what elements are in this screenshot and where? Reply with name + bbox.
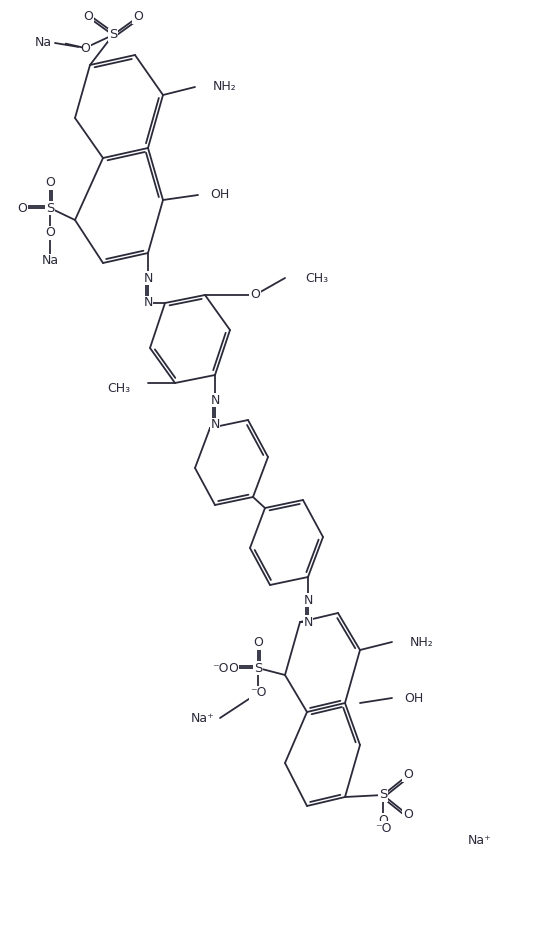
Text: N: N xyxy=(303,616,312,629)
Text: O: O xyxy=(228,661,238,674)
Text: Na⁺: Na⁺ xyxy=(468,833,492,846)
Text: O: O xyxy=(403,808,413,822)
Text: Na: Na xyxy=(41,255,58,268)
Text: N: N xyxy=(210,393,220,407)
Text: O: O xyxy=(17,201,27,215)
Text: ⁻O: ⁻O xyxy=(212,661,229,674)
Text: O: O xyxy=(45,177,55,189)
Text: O: O xyxy=(80,42,90,54)
Text: ⁻O: ⁻O xyxy=(375,822,391,834)
Text: N: N xyxy=(210,419,220,431)
Text: OH: OH xyxy=(210,188,229,201)
Text: NH₂: NH₂ xyxy=(410,636,434,649)
Text: O: O xyxy=(83,10,93,24)
Text: NH₂: NH₂ xyxy=(213,81,237,93)
Text: O: O xyxy=(403,769,413,782)
Text: S: S xyxy=(379,788,387,802)
Text: Na⁺: Na⁺ xyxy=(191,712,215,725)
Text: OH: OH xyxy=(404,692,423,705)
Text: S: S xyxy=(109,28,117,42)
Text: CH₃: CH₃ xyxy=(107,382,130,394)
Text: ⁻O: ⁻O xyxy=(250,687,266,699)
Text: S: S xyxy=(254,661,262,674)
Text: O: O xyxy=(378,813,388,826)
Text: N: N xyxy=(303,594,312,606)
Text: Na: Na xyxy=(35,36,52,49)
Text: O: O xyxy=(253,636,263,650)
Text: S: S xyxy=(46,201,54,215)
Text: N: N xyxy=(143,272,153,284)
Text: N: N xyxy=(143,296,153,310)
Text: CH₃: CH₃ xyxy=(305,272,328,284)
Text: O: O xyxy=(133,10,143,24)
Text: O: O xyxy=(45,226,55,239)
Text: O: O xyxy=(250,289,260,301)
